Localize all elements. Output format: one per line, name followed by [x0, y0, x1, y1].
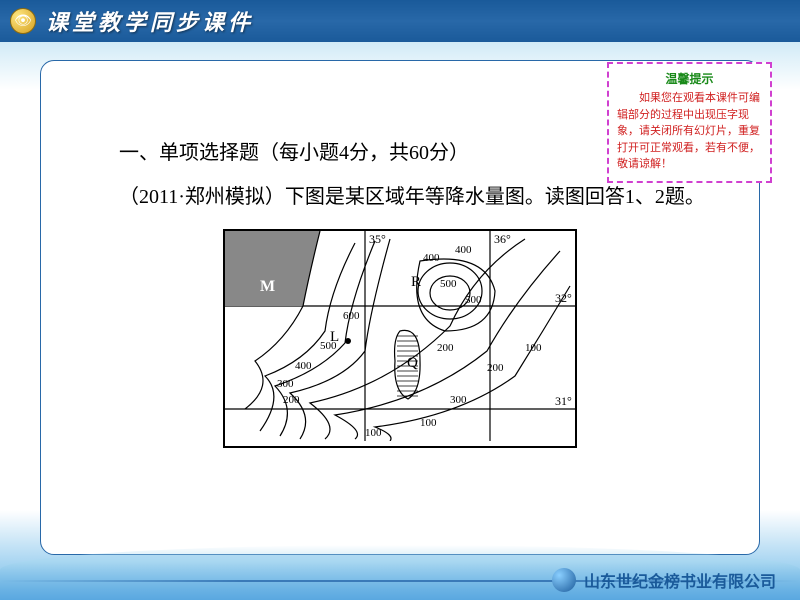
- footer-logo-icon: [552, 568, 576, 592]
- svg-text:200: 200: [437, 342, 454, 354]
- svg-text:400: 400: [295, 360, 312, 372]
- svg-text:100: 100: [525, 342, 542, 354]
- svg-text:36°: 36°: [494, 232, 511, 246]
- header-bar: 👁 课堂教学同步课件: [0, 0, 800, 42]
- footer: 山东世纪金榜书业有限公司: [0, 560, 800, 600]
- svg-text:100: 100: [365, 427, 382, 439]
- svg-text:L: L: [330, 329, 339, 345]
- header-title: 课堂教学同步课件: [46, 5, 254, 37]
- svg-text:M: M: [260, 278, 275, 295]
- map-container: 4004005005006005004003002002001003002001…: [79, 229, 721, 448]
- svg-text:500: 500: [465, 294, 482, 306]
- footer-text: 山东世纪金榜书业有限公司: [584, 568, 776, 592]
- svg-text:Q: Q: [407, 355, 418, 371]
- map-svg: 4004005005006005004003002002001003002001…: [225, 231, 575, 441]
- svg-text:31°: 31°: [555, 394, 572, 408]
- contour-map: 4004005005006005004003002002001003002001…: [223, 229, 577, 448]
- svg-text:300: 300: [277, 378, 294, 390]
- logo-icon: 👁: [10, 8, 36, 34]
- svg-text:400: 400: [455, 244, 472, 256]
- tip-body: 如果您在观看本课件可编辑部分的过程中出现压字现象，请关闭所有幻灯片，重复打开可正…: [617, 90, 762, 173]
- svg-text:200: 200: [283, 394, 300, 406]
- svg-text:600: 600: [343, 310, 360, 322]
- svg-text:35°: 35°: [369, 232, 386, 246]
- svg-text:R: R: [411, 274, 421, 290]
- svg-text:500: 500: [440, 278, 457, 290]
- svg-text:300: 300: [450, 394, 467, 406]
- tip-title: 温馨提示: [617, 70, 762, 88]
- svg-text:200: 200: [487, 362, 504, 374]
- tip-box: 温馨提示 如果您在观看本课件可编辑部分的过程中出现压字现象，请关闭所有幻灯片，重…: [607, 62, 772, 183]
- svg-text:100: 100: [420, 417, 437, 429]
- svg-text:400: 400: [423, 252, 440, 264]
- svg-text:32°: 32°: [555, 291, 572, 305]
